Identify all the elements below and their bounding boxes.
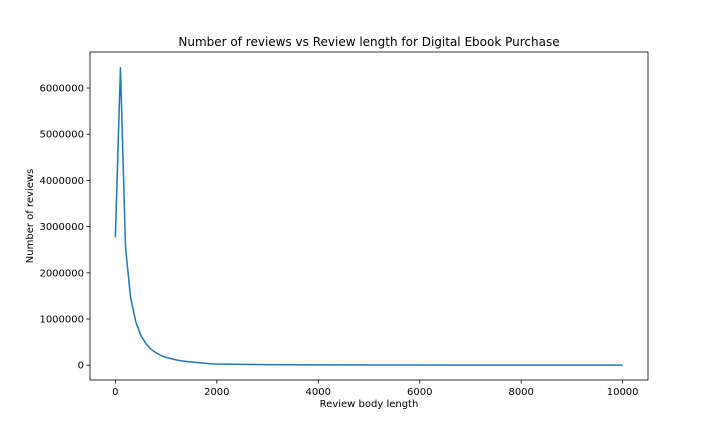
x-tick-label: 8000 xyxy=(508,387,533,398)
x-tick-label: 10000 xyxy=(607,387,639,398)
x-axis: 0 2000 4000 6000 8000 10000 xyxy=(112,380,639,398)
plot-area xyxy=(114,66,623,366)
y-tick-label: 3000000 xyxy=(39,222,84,233)
y-tick-label: 1000000 xyxy=(39,315,84,326)
y-axis: 0 1000000 2000000 3000000 4000000 5000000 6000… xyxy=(39,84,90,372)
chart-title: Number of reviews vs Review length for D… xyxy=(178,35,559,49)
y-tick-label: 2000000 xyxy=(39,268,84,279)
y-tick-label: 5000000 xyxy=(39,130,84,141)
y-tick-label: 0 xyxy=(78,361,84,372)
plot-frame xyxy=(89,51,649,381)
x-axis-label: Review body length xyxy=(320,399,419,410)
x-tick-label: 2000 xyxy=(204,387,229,398)
x-tick-label: 0 xyxy=(112,387,118,398)
x-tick-label: 4000 xyxy=(306,387,331,398)
series-line xyxy=(114,66,623,366)
y-tick-label: 4000000 xyxy=(39,176,84,187)
x-tick-label: 6000 xyxy=(407,387,432,398)
y-tick-label: 6000000 xyxy=(39,84,84,95)
y-axis-label: Number of reviews xyxy=(25,169,36,263)
